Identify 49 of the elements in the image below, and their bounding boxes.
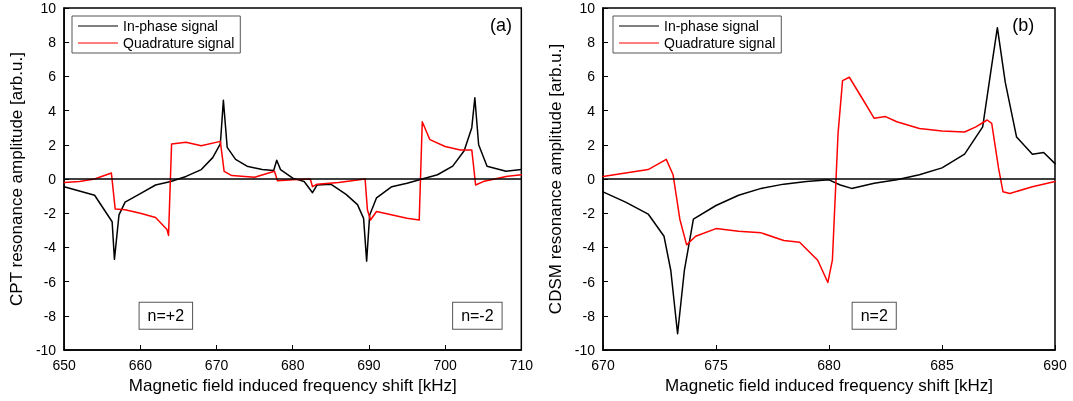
y-tick-label: 0 bbox=[48, 171, 57, 187]
x-tick-label: 685 bbox=[930, 357, 954, 373]
x-tick-label: 670 bbox=[591, 357, 615, 373]
legend-label: In-phase signal bbox=[123, 18, 218, 34]
y-tick-label: 4 bbox=[587, 102, 596, 119]
x-tick-label: 690 bbox=[1043, 357, 1067, 373]
y-tick-label: -4 bbox=[582, 239, 596, 256]
x-tick-label: 660 bbox=[128, 357, 153, 373]
y-tick-label: 2 bbox=[587, 136, 596, 153]
y-tick-label: -6 bbox=[43, 273, 57, 290]
x-tick-label: 710 bbox=[509, 357, 534, 373]
x-tick-label: 675 bbox=[704, 357, 728, 373]
y-tick-label: 6 bbox=[48, 68, 57, 85]
x-tick-label: 650 bbox=[52, 357, 77, 373]
y-tick-label: -8 bbox=[582, 307, 596, 324]
y-tick-label: -6 bbox=[582, 273, 596, 290]
y-tick-label: 6 bbox=[587, 68, 596, 85]
y-tick-label: 4 bbox=[48, 102, 57, 119]
legend-label: In-phase signal bbox=[664, 18, 759, 34]
x-tick-label: 690 bbox=[357, 357, 381, 373]
annotation: (a) bbox=[489, 15, 512, 36]
x-tick-label: 680 bbox=[281, 357, 305, 373]
x-tick-label: 700 bbox=[433, 357, 458, 373]
annotation: n=-2 bbox=[461, 307, 494, 325]
y-tick-label: -10 bbox=[35, 342, 57, 358]
y-tick-label: -2 bbox=[43, 205, 57, 222]
annotation: (b) bbox=[1012, 15, 1035, 36]
y-tick-label: 2 bbox=[48, 136, 57, 153]
annotation: n=2 bbox=[860, 307, 888, 325]
legend-label: Quadrature signal bbox=[123, 35, 235, 51]
y-tick-label: 10 bbox=[40, 0, 57, 16]
y-axis-title: CDSM resonance amplitude [arb.u.] bbox=[545, 43, 565, 315]
y-tick-label: 0 bbox=[587, 171, 596, 187]
x-axis-title: Magnetic field induced frequency shift [kHz] bbox=[665, 376, 993, 395]
x-axis-title: Magnetic field induced frequency shift [kHz] bbox=[128, 376, 457, 395]
y-tick-label: -8 bbox=[43, 307, 57, 324]
y-tick-label: -10 bbox=[574, 342, 596, 358]
line-series bbox=[602, 76, 1056, 284]
line-series bbox=[63, 120, 523, 237]
annotation: n=+2 bbox=[147, 307, 185, 325]
y-tick-label: 8 bbox=[587, 34, 596, 51]
y-axis-title: CPT resonance amplitude [arb.u.] bbox=[7, 52, 26, 306]
x-tick-label: 670 bbox=[204, 357, 229, 373]
y-tick-label: -4 bbox=[43, 239, 57, 256]
legend-label: Quadrature signal bbox=[664, 35, 776, 51]
y-tick-label: 8 bbox=[48, 34, 57, 51]
y-tick-label: 10 bbox=[579, 0, 596, 16]
x-tick-label: 680 bbox=[817, 357, 841, 373]
y-tick-label: -2 bbox=[582, 205, 596, 222]
